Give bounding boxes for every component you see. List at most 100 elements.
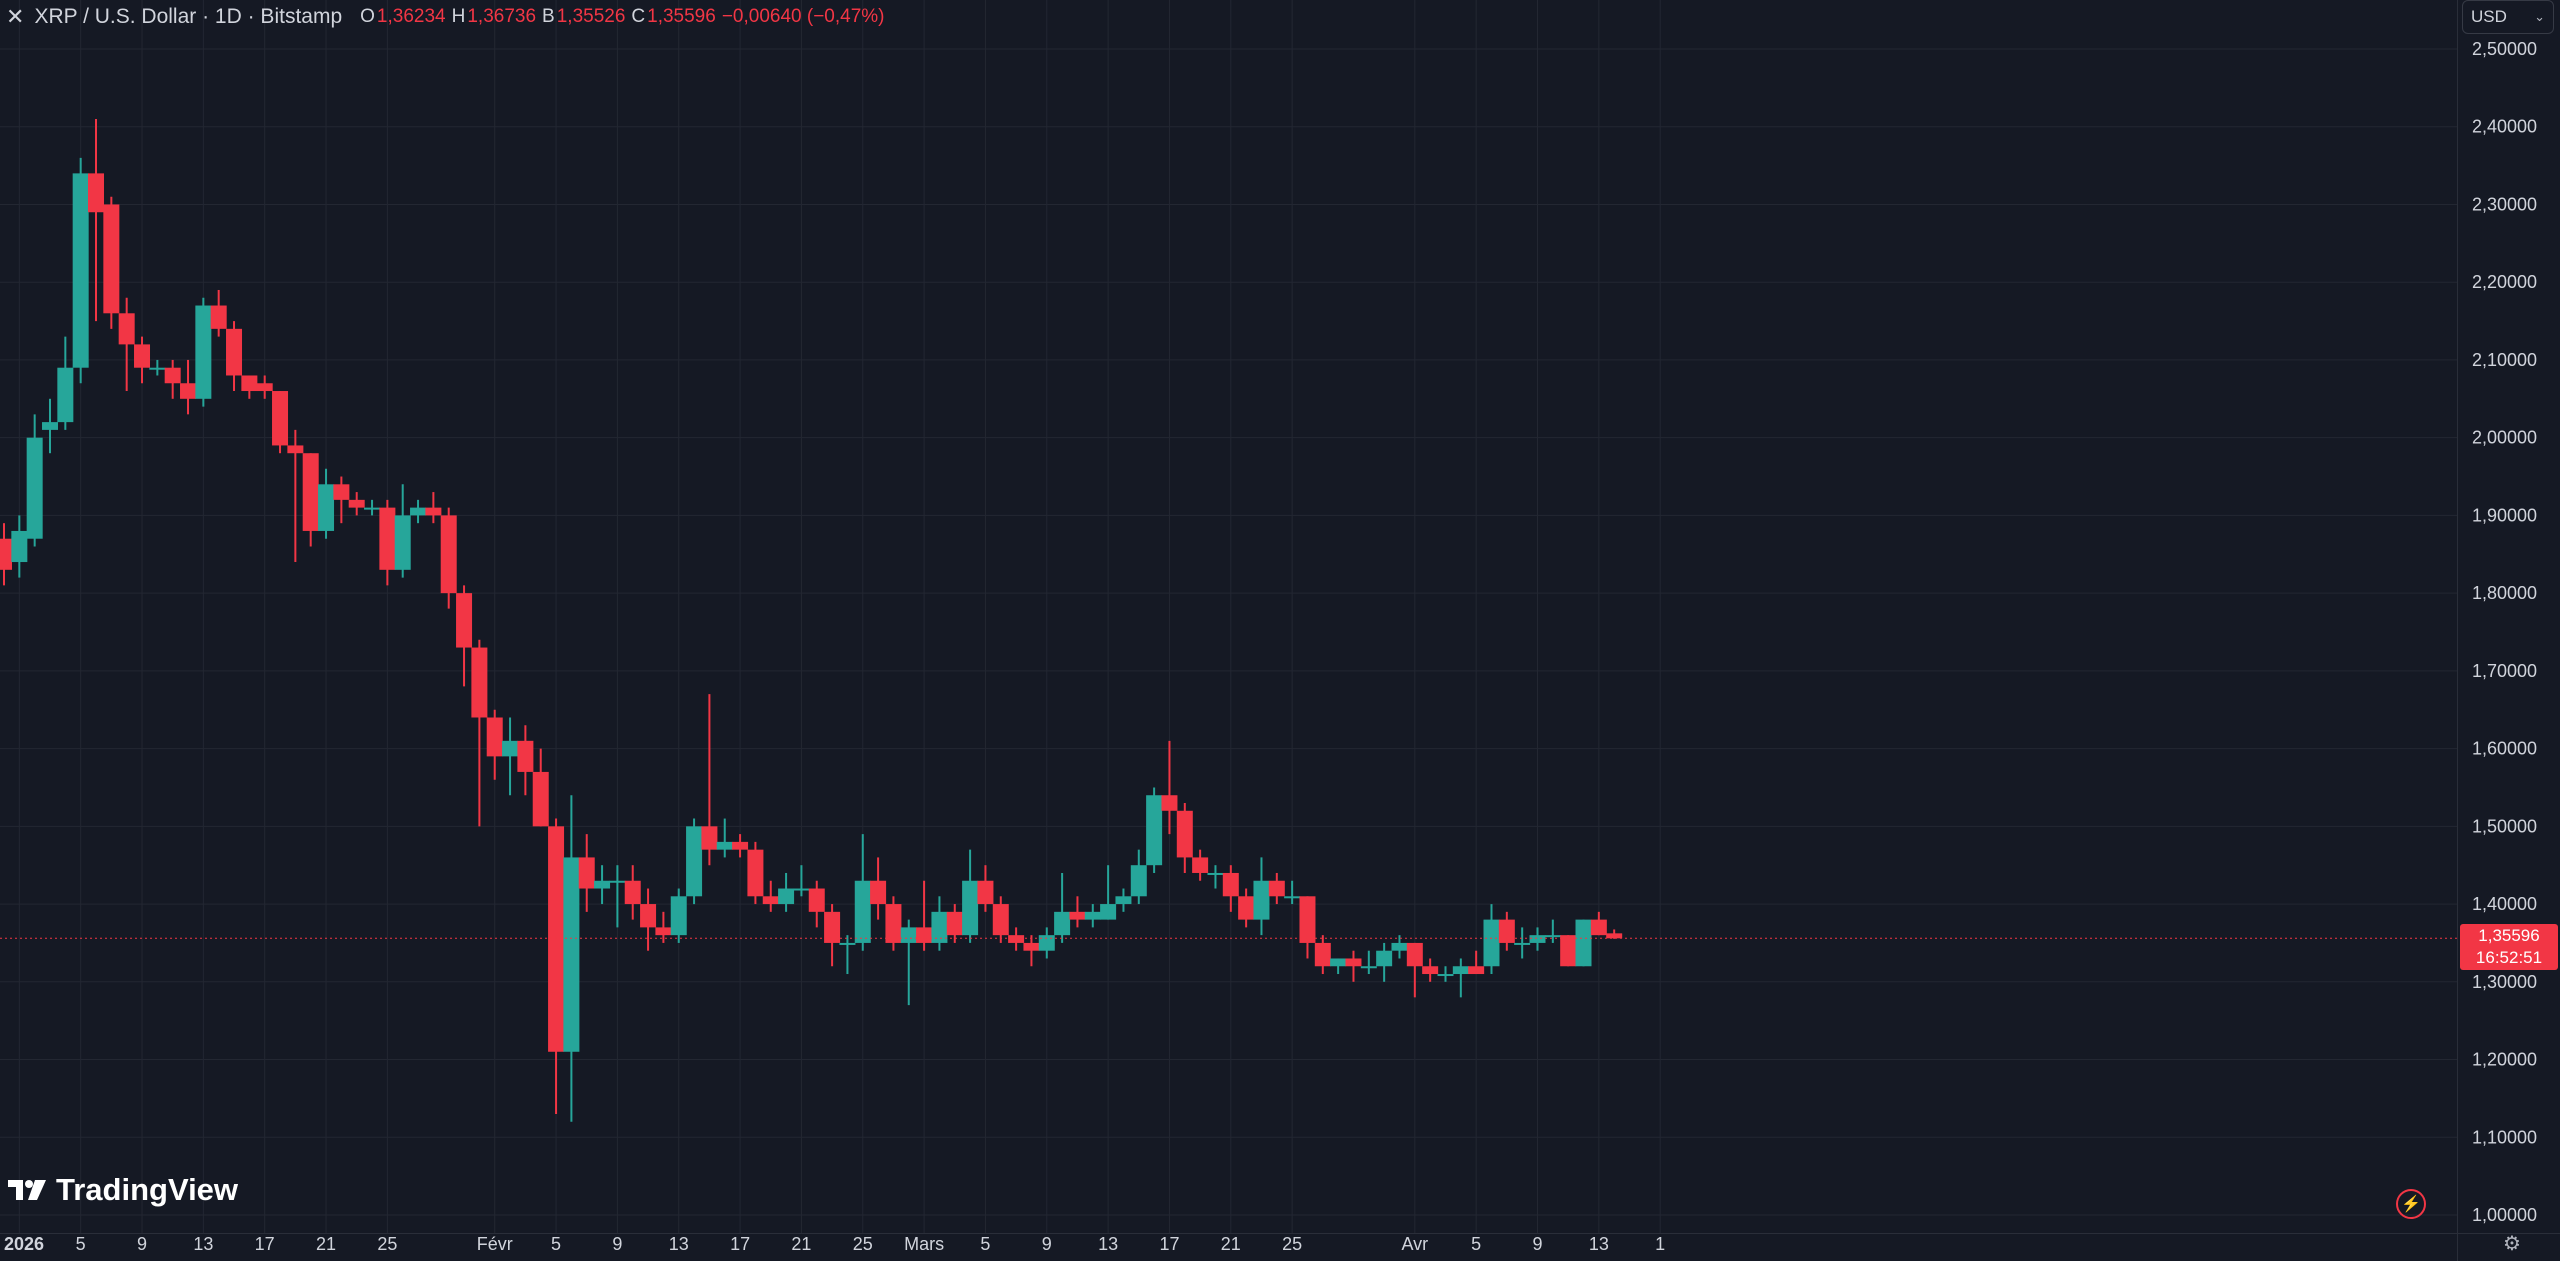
- candle[interactable]: [1054, 872, 1071, 943]
- candle[interactable]: [425, 492, 442, 524]
- candle[interactable]: [1314, 935, 1331, 975]
- candle[interactable]: [410, 499, 427, 524]
- candle[interactable]: [302, 453, 319, 547]
- candle[interactable]: [563, 795, 580, 1122]
- candle[interactable]: [548, 818, 565, 1114]
- candle[interactable]: [456, 585, 473, 687]
- candle[interactable]: [824, 904, 841, 967]
- candle[interactable]: [103, 196, 120, 329]
- candle[interactable]: [1437, 966, 1454, 982]
- candle[interactable]: [916, 880, 933, 951]
- candle[interactable]: [471, 639, 488, 827]
- candle[interactable]: [1514, 927, 1531, 959]
- candle[interactable]: [655, 911, 672, 943]
- candle[interactable]: [732, 834, 749, 858]
- candle[interactable]: [1084, 904, 1101, 928]
- candle[interactable]: [1161, 740, 1178, 835]
- candle[interactable]: [379, 499, 396, 586]
- candle[interactable]: [11, 515, 28, 578]
- candle[interactable]: [1253, 857, 1270, 936]
- candle[interactable]: [1575, 919, 1592, 967]
- candle[interactable]: [839, 935, 856, 975]
- candle[interactable]: [808, 880, 825, 928]
- currency-selector[interactable]: USD ⌄: [2462, 0, 2554, 34]
- candle[interactable]: [226, 321, 243, 392]
- candle[interactable]: [118, 297, 135, 392]
- candle[interactable]: [486, 709, 503, 780]
- candle[interactable]: [256, 375, 273, 399]
- candle[interactable]: [1422, 958, 1439, 982]
- candle[interactable]: [72, 157, 89, 384]
- candle[interactable]: [88, 118, 105, 322]
- candle[interactable]: [364, 499, 381, 516]
- candle[interactable]: [778, 872, 795, 912]
- candle[interactable]: [1146, 787, 1163, 873]
- candle[interactable]: [670, 888, 687, 943]
- candle[interactable]: [1069, 896, 1086, 928]
- candle[interactable]: [210, 289, 227, 337]
- candle[interactable]: [394, 484, 411, 578]
- candle[interactable]: [1606, 929, 1623, 939]
- candle[interactable]: [348, 492, 365, 516]
- candle[interactable]: [1498, 911, 1515, 951]
- candle[interactable]: [1560, 935, 1577, 967]
- time-axis[interactable]: 2026 5 9 13 17 21 25 Févr 5 9 13 17 21 25 Mars 5 9 13 17 21…: [4, 1234, 1665, 1254]
- candle[interactable]: [747, 841, 764, 905]
- candle[interactable]: [287, 429, 304, 563]
- candle[interactable]: [532, 748, 549, 827]
- candle[interactable]: [241, 375, 258, 399]
- candle[interactable]: [1176, 803, 1193, 873]
- candle[interactable]: [272, 391, 289, 454]
- candle[interactable]: [1038, 927, 1055, 959]
- candle[interactable]: [1130, 849, 1147, 905]
- candle[interactable]: [149, 359, 166, 376]
- candle[interactable]: [517, 725, 534, 796]
- price-axis[interactable]: 1,00000 1,10000 1,20000 1,30000 1,40000 1,500…: [2472, 39, 2537, 1225]
- candle[interactable]: [1529, 927, 1546, 951]
- candle[interactable]: [1100, 865, 1117, 920]
- candle[interactable]: [164, 359, 181, 399]
- candle[interactable]: [885, 896, 902, 951]
- candle[interactable]: [578, 834, 595, 912]
- candle[interactable]: [1008, 927, 1025, 951]
- candle[interactable]: [594, 865, 611, 905]
- candle[interactable]: [992, 896, 1009, 943]
- candle[interactable]: [640, 888, 657, 951]
- candle[interactable]: [1468, 950, 1485, 975]
- candle[interactable]: [318, 468, 335, 539]
- candle[interactable]: [762, 880, 779, 912]
- candle[interactable]: [1330, 958, 1347, 975]
- candle[interactable]: [686, 818, 703, 905]
- candle[interactable]: [962, 849, 979, 943]
- candle[interactable]: [333, 476, 350, 524]
- candle[interactable]: [609, 865, 626, 928]
- candle[interactable]: [946, 904, 963, 943]
- candle[interactable]: [0, 523, 12, 586]
- candle[interactable]: [1284, 880, 1301, 905]
- candle[interactable]: [1207, 865, 1224, 889]
- candle[interactable]: [977, 865, 994, 912]
- candle[interactable]: [1391, 935, 1408, 959]
- candle[interactable]: [1452, 958, 1469, 998]
- candle[interactable]: [1483, 904, 1500, 975]
- candle[interactable]: [1192, 849, 1209, 881]
- candle[interactable]: [1023, 935, 1040, 967]
- candle[interactable]: [624, 865, 641, 920]
- candle[interactable]: [793, 865, 810, 897]
- candle[interactable]: [1115, 888, 1132, 912]
- candle[interactable]: [854, 834, 871, 951]
- candle[interactable]: [502, 717, 519, 796]
- candle[interactable]: [195, 297, 212, 407]
- symbol-title[interactable]: XRP / U.S. Dollar · 1D · Bitstamp: [34, 5, 343, 28]
- candle[interactable]: [1590, 911, 1607, 936]
- candle[interactable]: [870, 857, 887, 920]
- candle[interactable]: [1360, 950, 1377, 975]
- tradingview-logo[interactable]: TradingView: [8, 1172, 238, 1208]
- candle[interactable]: [716, 818, 733, 858]
- candle[interactable]: [1238, 888, 1255, 928]
- candle[interactable]: [1268, 872, 1285, 905]
- settings-gear-icon[interactable]: ⚙: [2503, 1232, 2521, 1255]
- candle[interactable]: [1345, 950, 1362, 982]
- close-icon[interactable]: ✕: [6, 4, 25, 29]
